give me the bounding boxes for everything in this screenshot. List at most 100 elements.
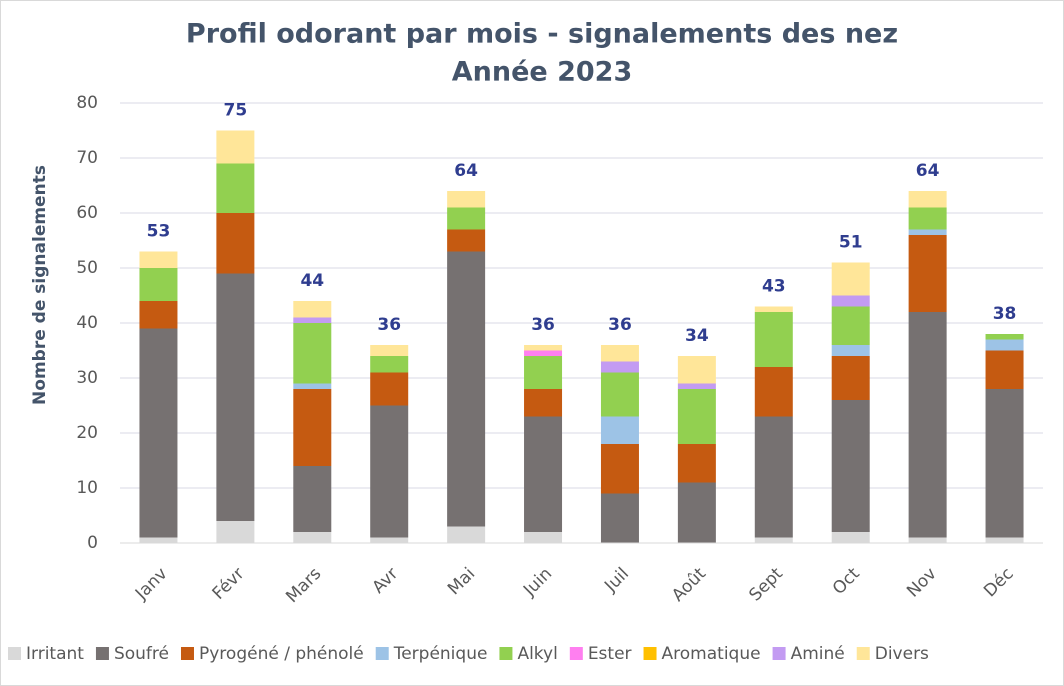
bar-segment bbox=[370, 372, 409, 406]
bar-segment bbox=[447, 251, 486, 527]
bar-segment bbox=[754, 306, 793, 312]
bar-segment bbox=[447, 229, 486, 252]
y-tick-label: 70 bbox=[76, 148, 98, 168]
legend-label: Terpénique bbox=[393, 644, 488, 664]
bar-segment bbox=[985, 389, 1024, 538]
legend-label: Soufré bbox=[114, 644, 169, 664]
bar-segment bbox=[524, 416, 563, 532]
bar-segment bbox=[524, 345, 563, 351]
bar-segment bbox=[293, 323, 332, 384]
bar-segment bbox=[139, 328, 178, 538]
total-label: 64 bbox=[454, 161, 478, 181]
legend-swatch bbox=[375, 647, 389, 660]
bar-segment bbox=[370, 356, 409, 373]
chart-title: Profil odorant par mois - signalements d… bbox=[186, 19, 898, 50]
bar-segment bbox=[600, 372, 639, 417]
bar-segment bbox=[293, 383, 332, 389]
bar-segment bbox=[908, 207, 947, 230]
legend-swatch bbox=[569, 647, 583, 660]
legend-swatch bbox=[95, 647, 109, 660]
bar-segment bbox=[139, 268, 178, 301]
y-tick-label: 20 bbox=[76, 423, 98, 443]
bar-segment bbox=[370, 405, 409, 538]
bar-segment bbox=[831, 532, 870, 543]
y-tick-label: 30 bbox=[76, 368, 98, 388]
bar-segment bbox=[216, 273, 255, 521]
total-label: 36 bbox=[608, 315, 632, 335]
bar-segment bbox=[293, 532, 332, 543]
y-tick-label: 0 bbox=[87, 533, 98, 553]
bar-segment bbox=[600, 361, 639, 373]
bar-segment bbox=[216, 521, 255, 543]
bar-segment bbox=[908, 229, 947, 235]
total-label: 64 bbox=[916, 161, 940, 181]
legend-label: Aminé bbox=[791, 644, 845, 664]
bar-segment bbox=[908, 537, 947, 543]
bar-segment bbox=[139, 251, 178, 268]
bar-segment bbox=[754, 367, 793, 417]
bar-segment bbox=[293, 301, 332, 318]
bar-segment bbox=[985, 350, 1024, 389]
bar-segment bbox=[293, 317, 332, 323]
bar-segment bbox=[524, 350, 563, 356]
legend-label: Alkyl bbox=[517, 644, 557, 664]
legend-label: Pyrogéné / phénolé bbox=[199, 644, 364, 664]
bar-segment bbox=[831, 295, 870, 307]
bar-segment bbox=[139, 537, 178, 543]
bar-segment bbox=[447, 191, 486, 208]
bar-segment bbox=[139, 301, 178, 329]
total-label: 34 bbox=[685, 326, 709, 346]
y-tick-label: 50 bbox=[76, 258, 98, 278]
legend-swatch bbox=[856, 647, 870, 660]
bar-segment bbox=[524, 389, 563, 417]
bar-segment bbox=[293, 466, 332, 532]
legend-swatch bbox=[499, 647, 513, 660]
bar-segment bbox=[677, 356, 716, 384]
bar-segment bbox=[600, 345, 639, 362]
total-label: 75 bbox=[224, 101, 248, 121]
bar-segment bbox=[831, 400, 870, 532]
bar-segment bbox=[908, 191, 947, 208]
total-label: 51 bbox=[839, 233, 863, 253]
legend-swatch bbox=[8, 647, 21, 660]
total-label: 38 bbox=[993, 304, 1017, 324]
legend-swatch bbox=[772, 647, 786, 660]
bar-segment bbox=[677, 482, 716, 543]
total-label: 36 bbox=[531, 315, 555, 335]
y-tick-label: 80 bbox=[76, 93, 98, 113]
bar-segment bbox=[985, 339, 1024, 351]
bar-segment bbox=[985, 537, 1024, 543]
bar-segment bbox=[831, 306, 870, 345]
bar-segment bbox=[831, 345, 870, 356]
bar-segment bbox=[370, 345, 409, 356]
bar-segment bbox=[908, 235, 947, 312]
bar-segment bbox=[677, 389, 716, 444]
legend-label: Aromatique bbox=[662, 644, 761, 664]
bar-segment bbox=[600, 416, 639, 444]
bar-segment bbox=[600, 444, 639, 494]
bar-segment bbox=[447, 526, 486, 543]
bar-segment bbox=[370, 537, 409, 543]
bar-segment bbox=[831, 356, 870, 400]
bar-segment bbox=[754, 537, 793, 543]
y-tick-label: 60 bbox=[76, 203, 98, 223]
bar-segment bbox=[831, 262, 870, 296]
legend-swatch bbox=[643, 647, 657, 660]
bar-segment bbox=[524, 532, 563, 543]
legend-swatch bbox=[180, 647, 194, 660]
y-tick-label: 40 bbox=[76, 313, 98, 333]
bar-segment bbox=[216, 163, 255, 213]
bar-segment bbox=[447, 207, 486, 230]
bar-segment bbox=[754, 312, 793, 367]
y-axis-label: Nombre de signalements bbox=[30, 165, 50, 405]
chart-subtitle: Année 2023 bbox=[452, 57, 633, 88]
bar-segment bbox=[524, 356, 563, 389]
bar-segment bbox=[985, 334, 1024, 340]
y-tick-label: 10 bbox=[76, 478, 98, 498]
total-label: 36 bbox=[377, 315, 401, 335]
bar-segment bbox=[216, 130, 255, 164]
legend-label: Irritant bbox=[26, 644, 84, 664]
total-label: 44 bbox=[300, 271, 324, 291]
